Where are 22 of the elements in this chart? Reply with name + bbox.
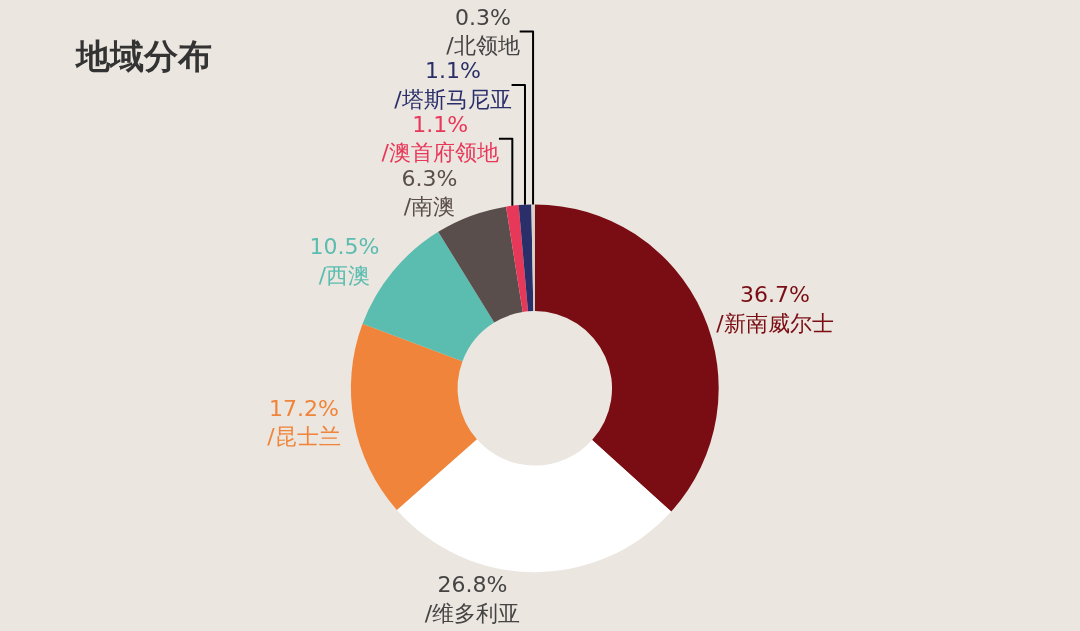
slice-label: /维多利亚 xyxy=(424,600,521,626)
slice-label: /南澳 xyxy=(403,194,456,220)
donut-slice xyxy=(396,439,672,572)
data-label: 36.7% xyxy=(740,282,810,308)
data-label: 6.3% xyxy=(401,165,458,191)
slice-label: /北领地 xyxy=(446,33,520,59)
slice-label: /新南威尔士 xyxy=(716,311,834,337)
data-label: 0.3% xyxy=(455,4,511,30)
data-label: 1.1% xyxy=(412,111,469,137)
slice-label: /西澳 xyxy=(318,262,371,288)
data-label: 1.1% xyxy=(424,58,481,84)
text: 地域分布 xyxy=(73,35,212,76)
data-label: 10.5% xyxy=(309,233,380,259)
slice-label: /澳首府领地 xyxy=(381,140,499,166)
donut-slice xyxy=(531,204,535,312)
slice-label: /塔斯马尼亚 xyxy=(394,86,512,112)
slice-label: /昆士兰 xyxy=(267,424,341,450)
donut-slice xyxy=(506,205,529,313)
donut-slice xyxy=(518,204,534,312)
data-label: 26.8% xyxy=(437,572,508,598)
data-label: 17.2% xyxy=(268,395,339,421)
donut-slice xyxy=(350,323,477,510)
